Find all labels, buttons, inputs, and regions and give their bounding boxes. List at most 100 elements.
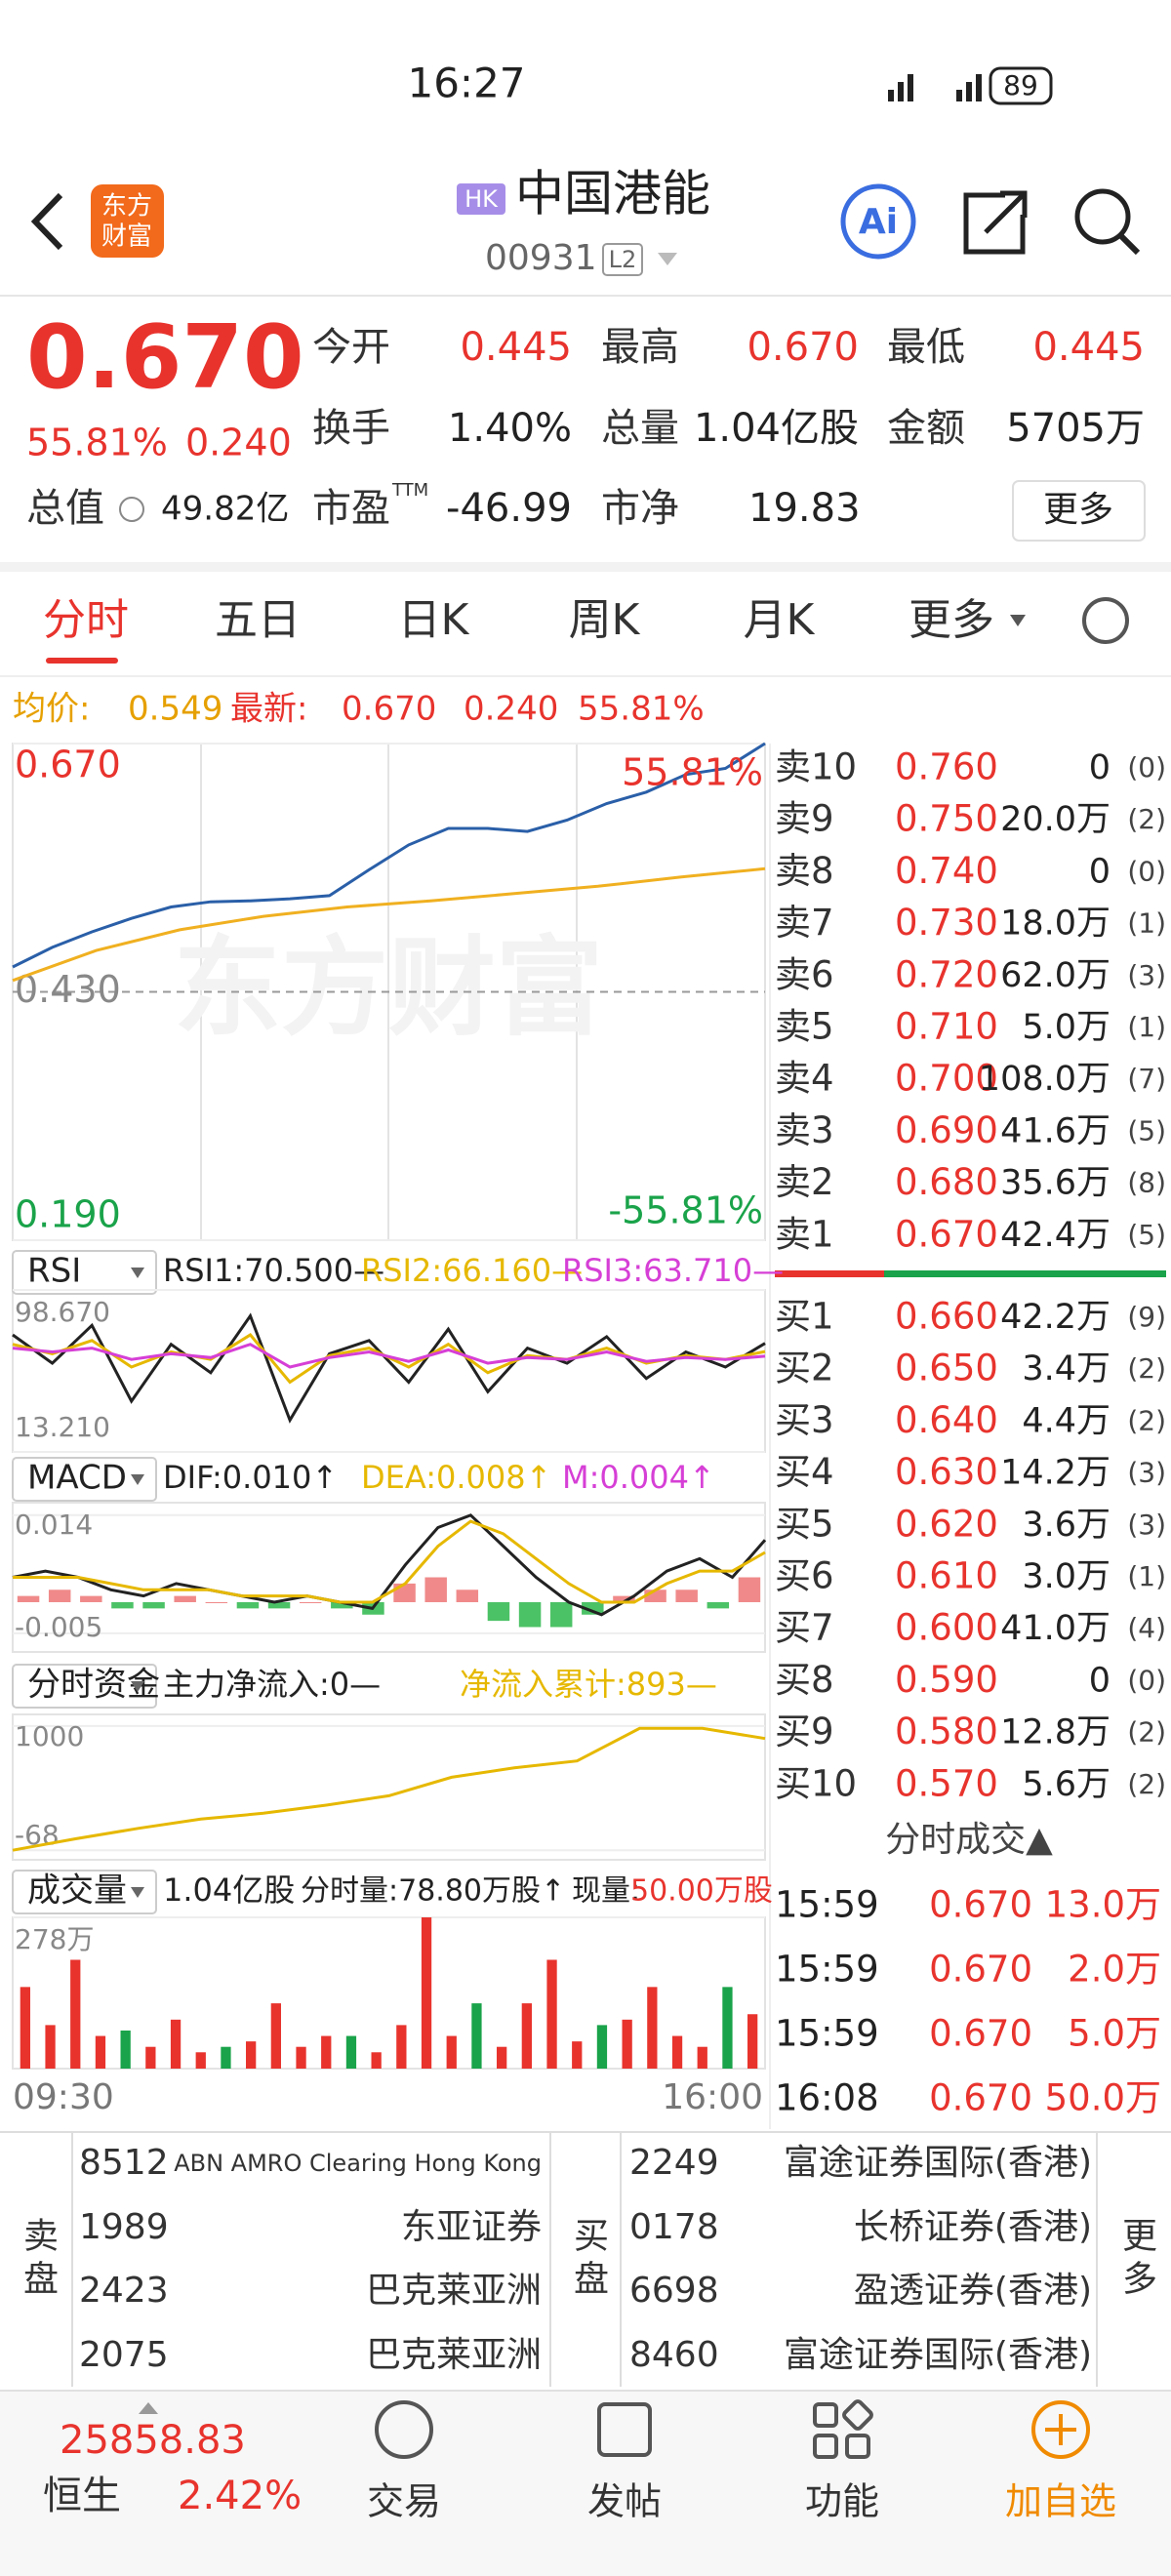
legend-text: 净流入累计:893—: [460, 1666, 717, 1703]
trades-title: 分时成交▲: [885, 1820, 1053, 1860]
change: 0.240: [185, 422, 292, 464]
series-line: [12, 1513, 767, 1617]
logo-text: 财富: [101, 222, 152, 252]
book-count: (0): [1127, 1664, 1166, 1696]
divider: [0, 675, 1171, 677]
tab[interactable]: 五日: [215, 595, 301, 645]
volume-total: 1.04亿股: [163, 1872, 295, 1909]
nav-item[interactable]: 交易: [367, 2480, 441, 2523]
nav-item[interactable]: 功能: [805, 2480, 879, 2523]
histogram-bar: [267, 1602, 291, 1609]
divider: [0, 2390, 1171, 2392]
more-brokers[interactable]: 更多: [1116, 2217, 1156, 2303]
book-level: 卖5: [775, 1006, 834, 1048]
change: 0.240: [464, 690, 558, 729]
index-name: 恒生: [43, 2474, 121, 2518]
book-level: 卖2: [775, 1161, 834, 1203]
avg-label: 均价:: [13, 690, 90, 729]
nav-item[interactable]: 加自选: [1005, 2480, 1116, 2523]
book-volume: 3.4万: [1022, 1349, 1110, 1389]
more-button[interactable]: [1012, 480, 1146, 542]
book-count: (9): [1127, 1301, 1166, 1333]
panel-selector: RSI: [27, 1252, 81, 1291]
volume-bar: [747, 2014, 758, 2069]
histogram-bar: [518, 1602, 542, 1628]
more-button-text: 更多: [1043, 490, 1113, 530]
logo-text: 东方: [101, 192, 152, 221]
field-value: 19.83: [748, 486, 861, 531]
broker-name: 富途证券国际(香港): [784, 2143, 1092, 2183]
last-label: 最新:: [230, 690, 307, 729]
histogram-bar: [707, 1602, 730, 1609]
y-tick-label: 98.670: [15, 1296, 110, 1328]
nav-arrow: [139, 2402, 158, 2414]
y-tick-label: 0.430: [15, 968, 121, 1011]
book-level: 买9: [775, 1711, 834, 1752]
volume-bar: [572, 2041, 583, 2069]
nav-item[interactable]: 发帖: [587, 2480, 662, 2523]
back-button[interactable]: [30, 192, 63, 251]
book-level: 卖6: [775, 953, 834, 995]
book-level: 卖1: [775, 1213, 834, 1255]
ai-button[interactable]: [840, 183, 916, 260]
volume-bar: [722, 1987, 733, 2069]
histogram-bar: [582, 1602, 604, 1615]
book-price: 0.620: [895, 1503, 998, 1545]
tab-underline: [46, 658, 118, 664]
settings-button[interactable]: [1082, 597, 1129, 644]
share-button[interactable]: [963, 190, 1028, 255]
divider: [0, 562, 1171, 572]
tab[interactable]: 周K: [569, 595, 641, 645]
search-button[interactable]: [1074, 188, 1131, 245]
histogram-bar: [424, 1577, 447, 1602]
trade-time: 15:59: [775, 1884, 879, 1926]
y-tick-label: 13.210: [15, 1411, 110, 1443]
book-count: (0): [1127, 751, 1166, 784]
field-value: 1.04亿股: [694, 406, 859, 451]
legend-text: 主力净流入:0—: [163, 1666, 381, 1703]
tab[interactable]: 月K: [744, 595, 816, 645]
tab[interactable]: 分时: [43, 595, 129, 645]
volume-bar: [396, 2025, 407, 2069]
trade-time: 15:59: [775, 2013, 879, 2055]
volume-bar: [270, 2003, 281, 2069]
info-icon[interactable]: [119, 497, 144, 522]
book-volume: 41.6万: [1000, 1111, 1110, 1150]
tab[interactable]: 更多: [909, 595, 994, 645]
book-price: 0.700: [895, 1058, 998, 1100]
divider: [0, 2131, 1171, 2133]
volume-bar: [546, 1959, 557, 2069]
last-value: 0.670: [342, 690, 436, 729]
selector-arrow: [131, 1474, 144, 1485]
book-count: (2): [1127, 1768, 1166, 1800]
book-price: 0.730: [895, 902, 998, 944]
histogram-bar: [456, 1590, 479, 1602]
broker-code: 2249: [629, 2143, 719, 2183]
book-count: (4): [1127, 1612, 1166, 1644]
trade-price: 0.670: [929, 1884, 1032, 1926]
broker-name: 富途证券国际(香港): [784, 2335, 1092, 2375]
book-price: 0.570: [895, 1762, 998, 1804]
book-level: 卖4: [775, 1058, 834, 1100]
field-value: -46.99: [446, 486, 572, 531]
series-line: [12, 1726, 766, 1852]
y-tick-label: -0.005: [15, 1611, 102, 1643]
volume-bar: [45, 2025, 56, 2069]
book-count: (8): [1127, 1167, 1166, 1199]
book-price: 0.740: [895, 850, 998, 892]
trade-price: 0.670: [929, 2077, 1032, 2119]
book-price: 0.600: [895, 1607, 998, 1649]
divider: [769, 744, 771, 2129]
histogram-bar: [613, 1595, 635, 1602]
book-count: (2): [1127, 1404, 1166, 1436]
book-price: 0.760: [895, 746, 998, 788]
bottom-nav: [0, 2390, 1171, 2576]
histogram-bar: [738, 1577, 761, 1602]
price: 0.670: [26, 306, 304, 409]
tab[interactable]: 日K: [398, 595, 470, 645]
book-volume: 42.2万: [1000, 1298, 1110, 1337]
y-tick-label: 0.190: [15, 1193, 121, 1236]
broker-name: ABN AMRO Clearing Hong Kong: [174, 2150, 542, 2177]
book-volume: 5.0万: [1022, 1008, 1110, 1047]
